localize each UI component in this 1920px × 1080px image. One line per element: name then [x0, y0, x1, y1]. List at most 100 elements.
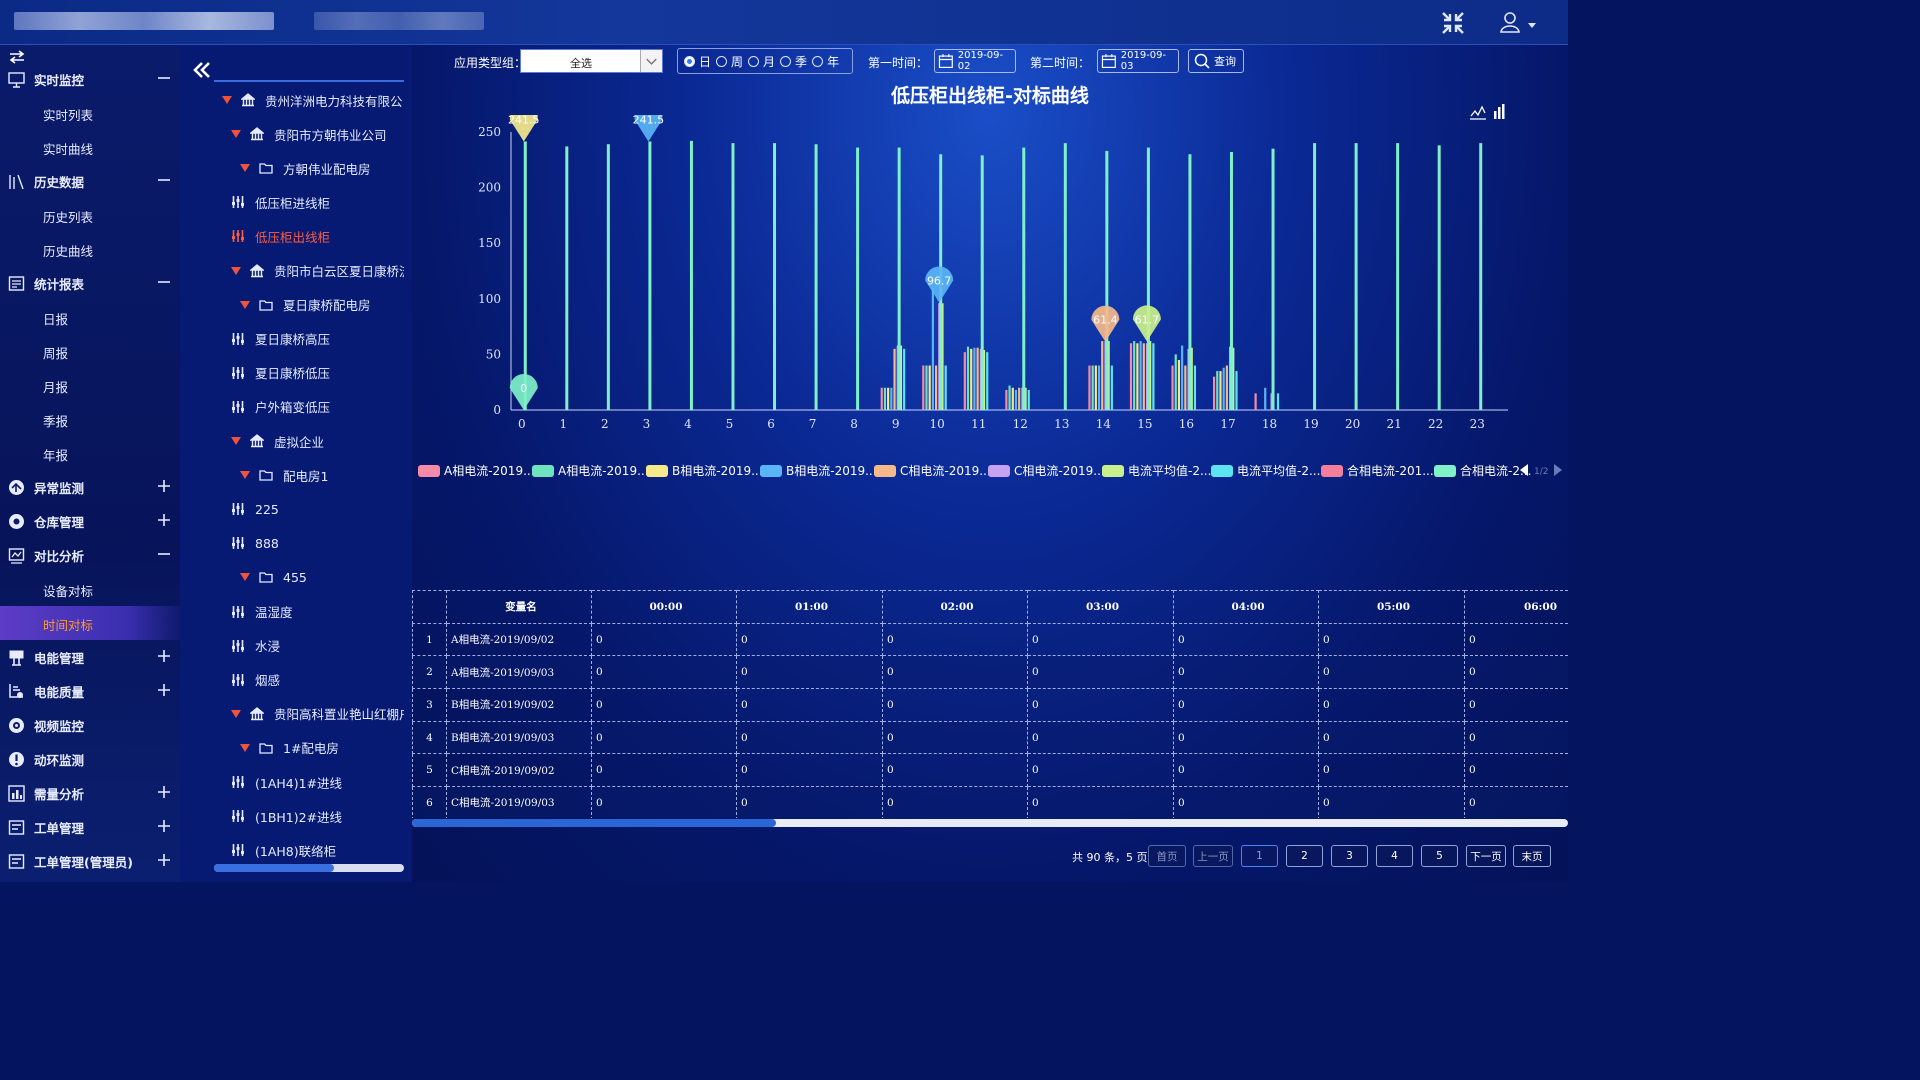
- caret-down-icon[interactable]: [231, 266, 241, 275]
- expand-plus-icon[interactable]: [156, 648, 172, 664]
- expand-plus-icon[interactable]: [156, 512, 172, 528]
- legend-item[interactable]: 电流平均值-2...: [1102, 462, 1211, 479]
- caret-down-icon[interactable]: [240, 471, 250, 480]
- sidebar-item[interactable]: 电能管理: [0, 640, 180, 674]
- legend-item[interactable]: B相电流-2019...: [646, 462, 763, 479]
- sidebar-item[interactable]: 对比分析: [0, 538, 180, 572]
- sidebar-subitem[interactable]: 日报: [0, 300, 180, 334]
- table-header-cell[interactable]: 01:00: [736, 590, 883, 624]
- caret-down-icon[interactable]: [222, 96, 232, 104]
- legend-item[interactable]: 合相电流-201...: [1321, 462, 1434, 479]
- tree-node[interactable]: 方朝伟业配电房: [240, 153, 371, 183]
- sidebar-subitem[interactable]: 月报: [0, 368, 180, 402]
- page-number-button[interactable]: 1: [1241, 845, 1278, 867]
- table-row[interactable]: 2 A相电流-2019/09/03 0 0 0 0 0 0 0: [412, 655, 1568, 690]
- sidebar-item[interactable]: 电能质量: [0, 674, 180, 708]
- sidebar-subitem[interactable]: 实时列表: [0, 96, 180, 130]
- sidebar-subitem[interactable]: 设备对标: [0, 572, 180, 606]
- tree-node[interactable]: 虚拟企业: [231, 426, 324, 456]
- last-page-button[interactable]: 末页: [1513, 845, 1551, 867]
- tree-node[interactable]: 水浸: [231, 631, 280, 661]
- legend-prev-icon[interactable]: [1520, 464, 1528, 476]
- table-row[interactable]: 1 A相电流-2019/09/02 0 0 0 0 0 0 0: [412, 622, 1568, 657]
- query-button[interactable]: 查询: [1188, 49, 1244, 73]
- first-page-button[interactable]: 首页: [1148, 845, 1186, 867]
- collapse-minus-icon[interactable]: [156, 70, 172, 86]
- sidebar-subitem[interactable]: 历史列表: [0, 198, 180, 232]
- data-marker[interactable]: 61.4: [1091, 305, 1120, 342]
- legend-item[interactable]: B相电流-2019...: [760, 462, 877, 479]
- table-row[interactable]: 4 B相电流-2019/09/03 0 0 0 0 0 0 0: [412, 720, 1568, 755]
- sidebar-item[interactable]: 统计报表: [0, 266, 180, 300]
- table-header-cell[interactable]: 06:00: [1464, 590, 1568, 624]
- tree-node[interactable]: 夏日康桥配电房: [240, 290, 371, 320]
- table-header-cell[interactable]: 03:00: [1027, 590, 1174, 624]
- data-marker[interactable]: 241.5: [633, 115, 665, 142]
- second-time-picker[interactable]: 2019-09-03: [1097, 49, 1179, 73]
- tree-node[interactable]: 温湿度: [231, 597, 293, 627]
- data-marker[interactable]: 241.5: [508, 115, 540, 142]
- compress-icon[interactable]: [1440, 10, 1466, 36]
- expand-plus-icon[interactable]: [156, 818, 172, 834]
- sidebar-item[interactable]: 需量分析: [0, 776, 180, 810]
- tree-node[interactable]: 贵阳市白云区夏日康桥流: [231, 256, 404, 286]
- period-radio[interactable]: 周: [716, 53, 743, 70]
- legend-item[interactable]: A相电流-2019...: [418, 462, 535, 479]
- tree-node[interactable]: 455: [240, 562, 307, 592]
- prev-page-button[interactable]: 上一页: [1193, 845, 1233, 867]
- tree-node[interactable]: 烟感: [231, 665, 280, 695]
- page-number-button[interactable]: 5: [1421, 845, 1458, 867]
- sidebar-subitem[interactable]: 年报: [0, 436, 180, 470]
- bar-chart-toggle-icon[interactable]: [1494, 104, 1505, 119]
- sidebar-subitem[interactable]: 历史曲线: [0, 232, 180, 266]
- sidebar-subitem[interactable]: 季报: [0, 402, 180, 436]
- table-header-cell[interactable]: 变量名: [446, 590, 592, 624]
- page-number-button[interactable]: 3: [1331, 845, 1368, 867]
- user-icon[interactable]: [1498, 11, 1538, 35]
- legend-item[interactable]: A相电流-2019...: [532, 462, 649, 479]
- tree-node[interactable]: 夏日康桥高压: [231, 324, 330, 354]
- sidebar-item[interactable]: 视频监控: [0, 708, 180, 742]
- sidebar-item[interactable]: 工单管理: [0, 810, 180, 844]
- table-row[interactable]: 3 B相电流-2019/09/02 0 0 0 0 0 0 0: [412, 688, 1568, 722]
- caret-down-icon[interactable]: [240, 573, 250, 582]
- tree-node[interactable]: 888: [231, 528, 279, 558]
- expand-plus-icon[interactable]: [156, 852, 172, 868]
- collapse-minus-icon[interactable]: [156, 546, 172, 562]
- table-row[interactable]: 6 C相电流-2019/09/03 0 0 0 0 0 0 0: [412, 786, 1568, 818]
- type-group-select[interactable]: 全选: [520, 49, 663, 73]
- caret-down-icon[interactable]: [240, 743, 250, 752]
- table-header-cell[interactable]: 00:00: [591, 590, 737, 624]
- sidebar-item[interactable]: 异常监测: [0, 470, 180, 504]
- legend-item[interactable]: C相电流-2019...: [988, 462, 1105, 479]
- period-radio[interactable]: 日: [684, 53, 711, 70]
- legend-item[interactable]: 合相电流-2...: [1434, 462, 1531, 479]
- table-header-cell[interactable]: 05:00: [1318, 590, 1465, 624]
- table-horizontal-scrollbar[interactable]: [412, 819, 1568, 827]
- tree-node[interactable]: (1AH4)1#进线: [231, 767, 342, 797]
- swap-icon[interactable]: [8, 50, 26, 64]
- double-chevron-left-icon[interactable]: [192, 60, 212, 80]
- table-header-cell[interactable]: 02:00: [882, 590, 1028, 624]
- sidebar-subitem[interactable]: 时间对标: [0, 606, 180, 640]
- sidebar-item[interactable]: 工单管理(管理员): [0, 844, 180, 878]
- tree-node[interactable]: 1#配电房: [240, 733, 339, 763]
- tree-node[interactable]: 贵阳高科置业艳山红棚户: [231, 699, 404, 729]
- period-radio[interactable]: 季: [780, 53, 807, 70]
- period-radio[interactable]: 月: [748, 53, 775, 70]
- sidebar-subitem[interactable]: 周报: [0, 334, 180, 368]
- first-time-picker[interactable]: 2019-09-02: [934, 49, 1016, 73]
- sidebar-item[interactable]: 动环监测: [0, 742, 180, 776]
- caret-down-icon[interactable]: [240, 300, 250, 309]
- sidebar-item[interactable]: 仓库管理: [0, 504, 180, 538]
- page-number-button[interactable]: 2: [1286, 845, 1323, 867]
- page-number-button[interactable]: 4: [1376, 845, 1413, 867]
- tree-node[interactable]: (1BH1)2#进线: [231, 801, 342, 831]
- data-marker[interactable]: 0: [509, 373, 538, 410]
- tree-horizontal-scrollbar[interactable]: [214, 864, 404, 872]
- tree-node[interactable]: 225: [231, 494, 279, 524]
- caret-down-icon[interactable]: [231, 709, 241, 718]
- sidebar-item[interactable]: 实时监控: [0, 62, 180, 96]
- legend-item[interactable]: C相电流-2019...: [874, 462, 991, 479]
- collapse-minus-icon[interactable]: [156, 274, 172, 290]
